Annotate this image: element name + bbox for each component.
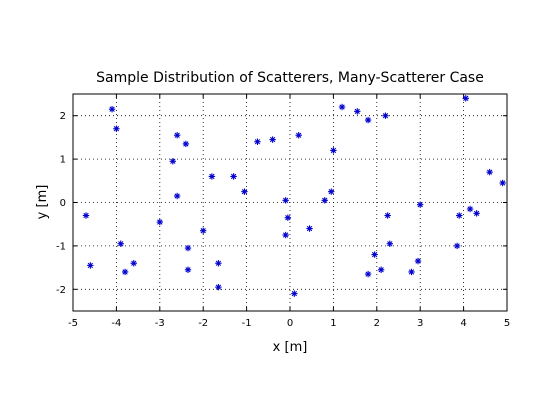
data-point xyxy=(338,103,346,111)
x-tick-label: -5 xyxy=(68,318,78,329)
data-point xyxy=(473,210,480,217)
data-point xyxy=(456,212,463,219)
data-points xyxy=(82,95,506,297)
y-tick-label: -1 xyxy=(56,241,66,252)
data-point xyxy=(306,225,313,232)
data-point xyxy=(364,116,372,124)
data-point xyxy=(354,108,361,115)
data-point xyxy=(215,283,222,291)
data-point xyxy=(108,105,116,113)
data-point xyxy=(284,214,292,221)
chart-title: Sample Distribution of Scatterers, Many-… xyxy=(96,70,484,86)
data-point xyxy=(330,147,337,154)
data-point xyxy=(466,205,474,213)
data-point xyxy=(215,260,222,267)
data-point xyxy=(417,201,424,208)
x-tick-label: -4 xyxy=(111,318,121,329)
data-point xyxy=(169,158,177,165)
data-point xyxy=(113,125,120,132)
x-tick-label: 3 xyxy=(417,318,423,329)
x-tick-label: -2 xyxy=(198,318,208,329)
data-point xyxy=(241,188,248,195)
data-point xyxy=(184,266,192,273)
data-point xyxy=(200,227,207,234)
y-axis-label: y [m] xyxy=(35,185,50,220)
data-point xyxy=(130,260,137,267)
x-tick-label: 0 xyxy=(287,318,293,329)
axis-ticks xyxy=(72,94,508,311)
data-point xyxy=(377,266,385,273)
data-point xyxy=(291,290,298,297)
x-tick-label: 4 xyxy=(460,318,466,329)
data-point xyxy=(408,268,415,276)
grid xyxy=(73,94,507,311)
data-point xyxy=(453,242,461,250)
y-tick-label: 1 xyxy=(60,155,66,166)
data-point xyxy=(499,179,506,187)
data-point xyxy=(295,132,302,139)
data-point xyxy=(121,268,129,276)
data-point xyxy=(386,240,394,247)
tick-labels: -5 -4 -3 -2 -1 0 1 2 3 4 5 -2 -1 0 1 2 xyxy=(56,111,510,329)
y-tick-label: 0 xyxy=(60,198,66,209)
data-point xyxy=(173,132,181,139)
data-point xyxy=(173,192,181,200)
data-point xyxy=(384,212,391,219)
data-point xyxy=(230,173,237,180)
y-tick-label: -2 xyxy=(56,285,66,296)
data-point xyxy=(87,262,94,269)
y-tick-label: 2 xyxy=(60,111,66,122)
x-tick-label: -3 xyxy=(155,318,165,329)
data-point xyxy=(382,112,389,119)
data-point xyxy=(156,218,163,226)
x-axis-label: x [m] xyxy=(273,340,308,355)
data-point xyxy=(462,95,469,102)
data-point xyxy=(182,140,190,148)
data-point xyxy=(414,257,422,265)
data-point xyxy=(254,138,261,145)
data-point xyxy=(117,240,124,247)
data-point xyxy=(269,136,276,143)
data-point xyxy=(328,188,335,195)
data-point xyxy=(282,231,289,239)
x-tick-label: 5 xyxy=(504,318,510,329)
data-point xyxy=(82,212,90,219)
data-point xyxy=(184,244,192,252)
x-tick-label: 1 xyxy=(330,318,336,329)
data-point xyxy=(364,270,372,278)
x-tick-label: -1 xyxy=(242,318,252,329)
data-point xyxy=(321,197,328,204)
x-tick-label: 2 xyxy=(374,318,380,329)
data-point xyxy=(208,173,216,180)
data-point xyxy=(282,197,289,204)
data-point xyxy=(371,251,378,258)
data-point xyxy=(486,168,493,176)
